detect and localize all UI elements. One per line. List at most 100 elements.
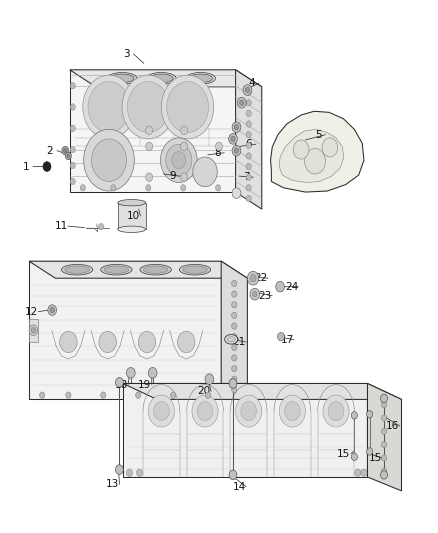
Circle shape (351, 453, 357, 461)
Text: 18: 18 (115, 379, 128, 390)
Polygon shape (279, 130, 344, 182)
Circle shape (232, 291, 237, 297)
Text: 19: 19 (138, 379, 152, 390)
Ellipse shape (104, 266, 129, 273)
Polygon shape (123, 383, 367, 477)
Circle shape (84, 130, 134, 191)
Text: 11: 11 (54, 221, 67, 231)
Circle shape (92, 139, 127, 181)
Circle shape (48, 305, 57, 316)
Text: 12: 12 (25, 306, 38, 317)
Circle shape (381, 471, 388, 479)
Text: 10: 10 (127, 211, 140, 221)
Ellipse shape (189, 74, 212, 83)
Circle shape (232, 122, 241, 133)
Circle shape (70, 83, 75, 89)
Circle shape (83, 75, 135, 139)
Circle shape (60, 332, 77, 353)
Ellipse shape (140, 264, 171, 275)
Circle shape (215, 142, 223, 151)
Circle shape (323, 395, 349, 427)
Circle shape (367, 410, 373, 418)
Circle shape (65, 152, 71, 160)
Circle shape (127, 82, 169, 133)
Circle shape (246, 184, 251, 191)
Circle shape (246, 100, 251, 106)
Polygon shape (236, 70, 262, 209)
Circle shape (80, 184, 85, 191)
Circle shape (381, 428, 387, 434)
Circle shape (232, 366, 237, 372)
Circle shape (29, 325, 38, 336)
Polygon shape (70, 70, 236, 192)
Text: 1: 1 (23, 161, 29, 172)
Circle shape (232, 312, 237, 319)
Circle shape (180, 184, 186, 191)
Text: 22: 22 (254, 273, 268, 283)
Circle shape (240, 100, 244, 106)
Circle shape (138, 332, 155, 353)
Circle shape (232, 334, 237, 340)
Circle shape (278, 333, 285, 341)
Circle shape (170, 392, 176, 398)
Ellipse shape (118, 199, 146, 206)
Circle shape (148, 395, 174, 427)
Circle shape (116, 465, 124, 474)
Circle shape (304, 149, 325, 174)
Circle shape (232, 323, 237, 329)
Circle shape (146, 173, 152, 181)
Circle shape (111, 184, 116, 191)
Circle shape (381, 455, 387, 461)
Circle shape (381, 468, 387, 474)
Circle shape (229, 378, 237, 388)
Circle shape (246, 174, 251, 180)
Ellipse shape (147, 72, 176, 84)
Circle shape (70, 125, 75, 132)
Circle shape (237, 98, 246, 108)
Circle shape (246, 121, 251, 127)
Polygon shape (29, 319, 38, 342)
Circle shape (70, 178, 75, 184)
Text: 24: 24 (285, 282, 298, 292)
Circle shape (66, 392, 71, 398)
Circle shape (193, 157, 217, 187)
Text: 23: 23 (259, 290, 272, 301)
Circle shape (70, 104, 75, 110)
Circle shape (250, 288, 260, 300)
Circle shape (229, 134, 237, 144)
Text: 20: 20 (198, 386, 211, 397)
Text: 3: 3 (123, 49, 130, 59)
Circle shape (43, 162, 51, 171)
Circle shape (279, 395, 305, 427)
Polygon shape (29, 261, 221, 399)
Polygon shape (118, 203, 146, 229)
Circle shape (232, 344, 237, 351)
Circle shape (232, 280, 237, 287)
Circle shape (232, 355, 237, 361)
Circle shape (50, 308, 54, 313)
Ellipse shape (118, 226, 146, 232)
Circle shape (246, 153, 251, 159)
Circle shape (148, 368, 157, 378)
Circle shape (205, 392, 211, 398)
Circle shape (166, 144, 192, 176)
Circle shape (160, 138, 197, 182)
Circle shape (247, 271, 259, 285)
Circle shape (146, 126, 152, 135)
Circle shape (232, 386, 237, 393)
Circle shape (253, 292, 257, 297)
Ellipse shape (183, 266, 207, 273)
Circle shape (232, 376, 237, 382)
Circle shape (322, 138, 338, 157)
Circle shape (205, 374, 214, 384)
Circle shape (231, 136, 235, 142)
Text: 4: 4 (249, 78, 255, 88)
Polygon shape (123, 383, 402, 399)
Circle shape (361, 469, 367, 477)
Circle shape (241, 401, 257, 421)
Circle shape (276, 281, 285, 292)
Circle shape (70, 147, 75, 153)
Circle shape (355, 469, 361, 477)
Circle shape (192, 395, 218, 427)
Text: 14: 14 (233, 482, 246, 491)
